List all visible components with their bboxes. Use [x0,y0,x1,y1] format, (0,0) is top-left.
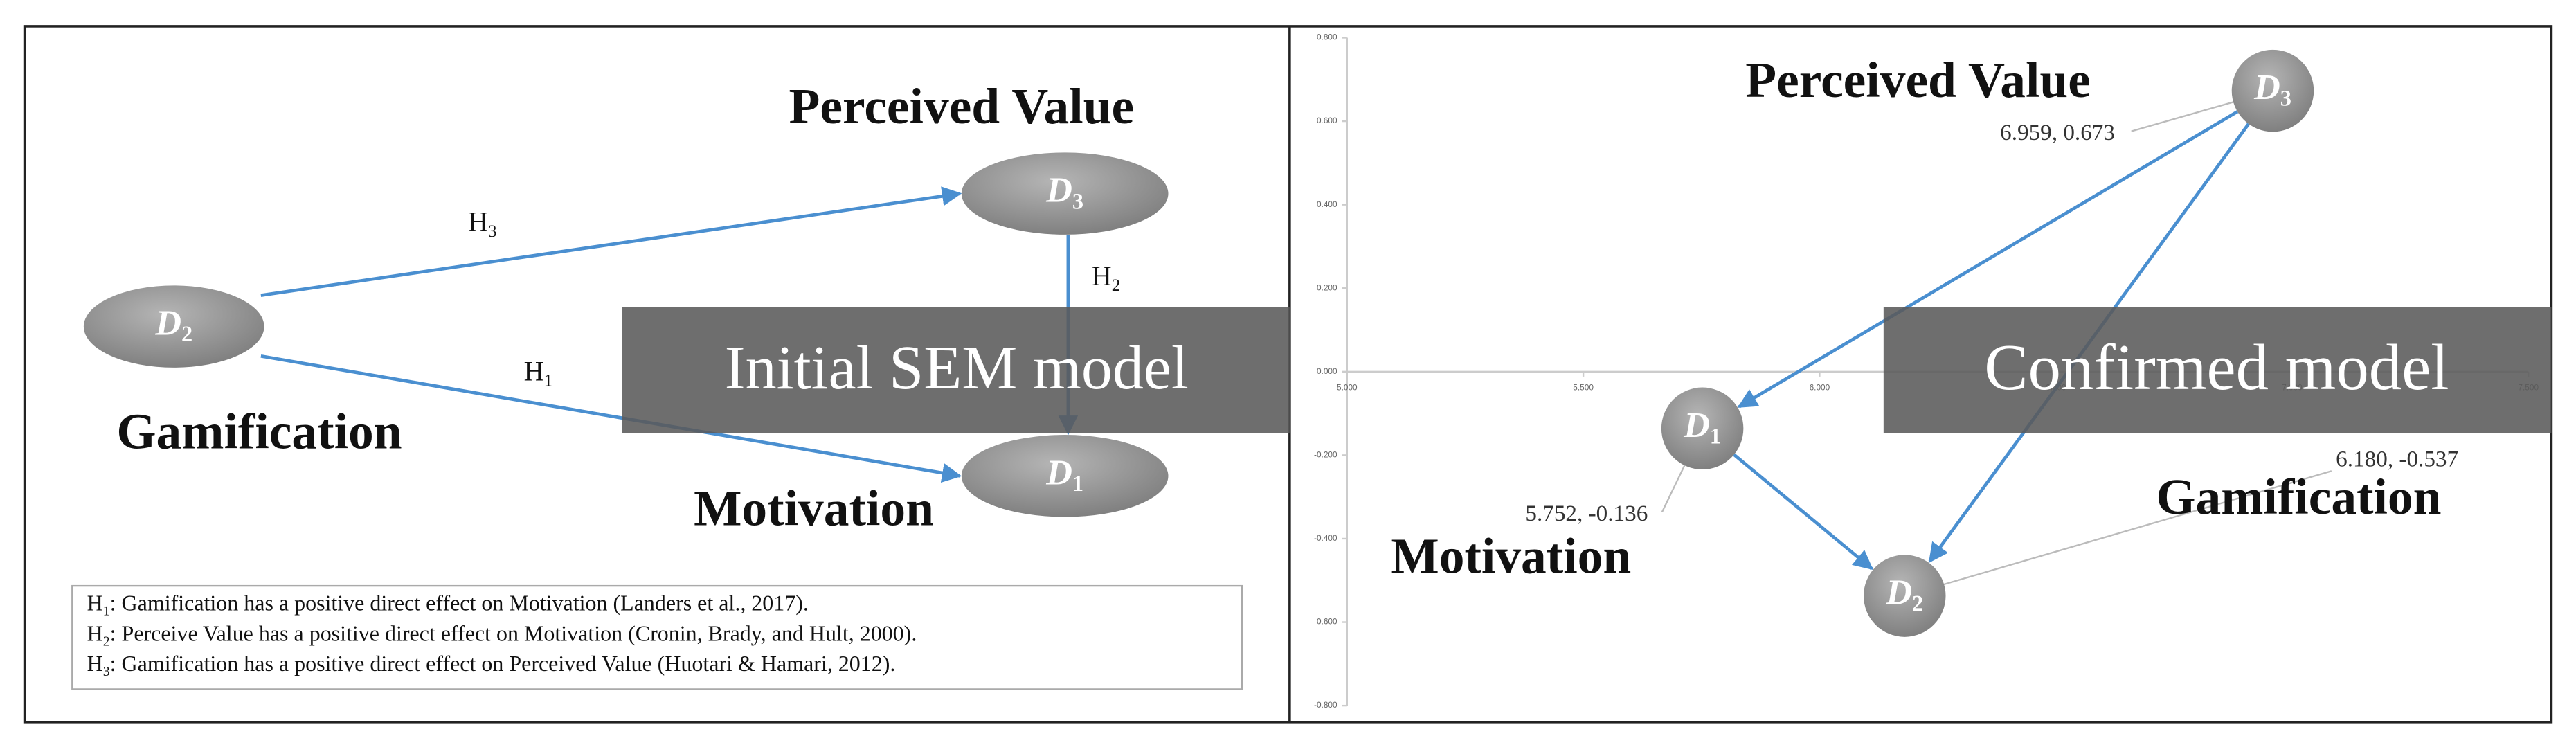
title-box [1883,307,2552,433]
chart-title: Confirmed model [1984,331,2449,404]
point-label: Motivation [1391,528,1631,584]
node [961,435,1169,517]
y-tick-label: 0.400 [1317,199,1337,209]
value-label: 6.959, 0.673 [2000,120,2115,145]
letter: D [2253,68,2280,107]
point [1661,387,1744,470]
node [961,152,1169,235]
note: H2: Perceive Value has a positive direct… [87,621,917,649]
edge [1737,110,2239,409]
letter: D [1683,406,1710,445]
node [83,285,264,368]
note: H1: Gamification has a positive direct e… [87,591,809,618]
letter: D [1045,171,1072,210]
letter: D [1885,573,1912,613]
y-tick-label: -0.400 [1314,533,1337,543]
subscript: 2 [1912,591,1923,616]
subscript: 3 [2280,86,2291,111]
y-tick-label: 0.800 [1317,33,1337,42]
title-box [622,307,1290,433]
point-label: Gamification [2156,469,2441,525]
subscript: 1 [544,371,552,390]
node-id: D1 [1045,453,1083,496]
y-tick-label: 0.600 [1317,116,1337,125]
leader-line [1904,470,2332,597]
left-panel: Initial SEM modelD2GamificationD3Perceiv… [71,78,1290,690]
letter: H [87,621,103,646]
subscript: 3 [1072,189,1083,214]
subscript: 1 [103,603,110,618]
path-label: H1 [524,356,553,391]
node-label: Perceived Value [789,78,1135,134]
subscript: 1 [1710,424,1721,449]
subscript: 3 [103,664,110,679]
note-text: : Gamification has a positive direct eff… [110,652,896,676]
y-tick-label: 0.200 [1317,282,1337,292]
letter: H [87,591,103,616]
point [2231,49,2314,132]
y-tick-label: -0.600 [1314,617,1337,627]
x-tick-label: 5.500 [1573,383,1594,393]
node-label: Gamification [116,403,402,459]
value-label: 6.180, -0.537 [2336,447,2458,472]
letter: H [1092,260,1112,291]
note: H3: Gamification has a positive direct e… [87,652,896,679]
edge [1733,453,1873,571]
right-panel: 0.800 0.600 0.400 0.200 0.000 -0.200 -0.400 -0.… [1314,33,2552,710]
edge [260,354,962,483]
point [1864,555,1946,637]
letter: D [1045,453,1072,492]
x-tick-label: 5.000 [1337,383,1358,393]
box-title: Initial SEM model [725,334,1189,402]
letter: D [154,304,181,343]
letter: H [468,206,488,237]
point-label: Perceived Value [1745,52,2091,108]
y-tick-label: -0.200 [1314,450,1337,460]
point-id: D1 [1683,406,1721,449]
subscript: 2 [1112,276,1120,295]
node-label: Motivation [694,481,934,537]
node-id: D2 [154,304,192,347]
y-tick-label: -0.800 [1314,700,1337,710]
subscript: 2 [181,322,192,347]
subscript: 1 [1072,471,1083,496]
path-label: H2 [1092,260,1121,295]
path-label: H3 [468,206,497,241]
point-id: D2 [1885,573,1923,616]
point-id: D3 [2253,68,2291,111]
subscript: 2 [103,634,110,649]
value-label: 5.752, -0.136 [1525,501,1648,526]
subscript: 3 [488,222,496,241]
edge [260,186,962,297]
note-text: : Gamification has a positive direct eff… [110,591,809,616]
x-tick-label: 6.000 [1810,383,1830,393]
notes-box [71,584,1243,690]
y-tick-label: 0.000 [1317,366,1337,376]
letter: H [87,652,103,676]
letter: H [524,356,544,387]
node-id: D3 [1045,171,1083,214]
note-text: : Perceive Value has a positive direct e… [110,621,917,646]
